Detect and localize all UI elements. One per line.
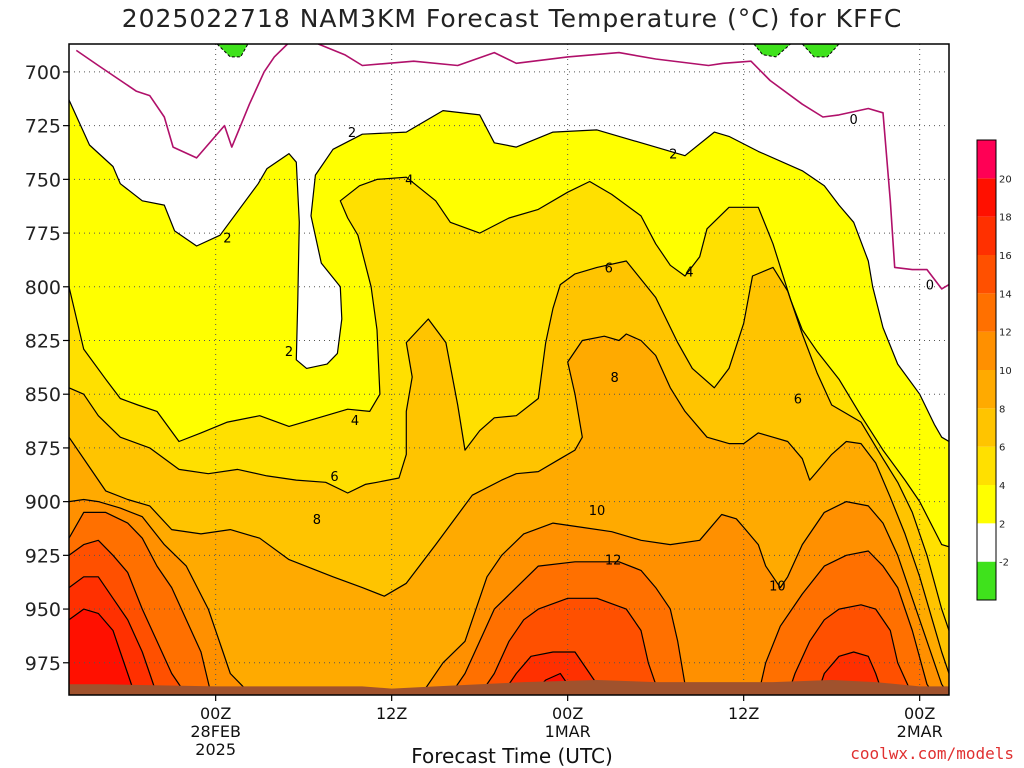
legend-swatch-12 [977,293,996,332]
isotherm-8 [69,333,949,674]
y-tick-label-975: 975 [25,653,61,675]
y-tick-label-900: 900 [25,492,61,514]
credit-link[interactable]: coolwx.com/models [850,744,1014,763]
contour-label-8: 4 [685,266,693,281]
contour-label-5: 2 [223,231,231,246]
contour-label-2: 0 [926,279,934,294]
y-tick-label-875: 875 [25,438,61,460]
y-tick-label-950: 950 [25,599,61,621]
y-axis: 700 725 750 775 800 825 850 875 900 925 950 975 [25,62,69,675]
x-tick-label-48-0: 00Z [904,704,935,723]
legend-border [976,139,997,601]
contour-label-12: 6 [794,393,802,408]
contour-labels: 0 0 2 2 2 2 4 4 4 6 6 6 8 8 10 10 12 [223,113,934,594]
contour-label-4: 2 [669,148,677,163]
isotherm-16 [69,576,884,695]
isotherm-0 [75,44,289,159]
x-tick-label-24-1: 1MAR [545,722,591,741]
terrain [69,680,949,695]
fill-band-16 [69,576,883,695]
legend-swatch--2 [977,523,996,562]
plot-frame [68,43,950,696]
grid [69,44,949,695]
chart-title: 2025022718 NAM3KM Forecast Temperature (… [121,4,903,33]
legend-label-12: 12 [999,328,1012,339]
legend-label-8: 8 [999,404,1005,415]
contour-label-16: 10 [769,579,786,594]
isotherm-4 [69,176,949,548]
legend-swatch--4 [977,561,996,600]
plot-border [68,43,950,696]
legend-swatch-2 [977,485,996,524]
isotherm-18 [69,608,576,695]
legend-swatch-16 [977,216,996,255]
isotherm-lines [69,44,949,695]
contour-label-17: 12 [605,554,622,569]
contour-label-1: 0 [850,113,858,128]
legend-label-16: 16 [999,251,1012,262]
legend-swatch-10 [977,331,996,370]
y-tick-label-775: 775 [25,223,61,245]
legend-label-6: 6 [999,443,1005,454]
legend-swatch-6 [977,408,996,447]
isotherm-2 [69,99,949,443]
contour-label-6: 2 [285,345,293,360]
y-tick-label-800: 800 [25,277,61,299]
contour-label-3: 2 [348,126,356,141]
y-tick-label-700: 700 [25,62,61,84]
contour-label-7: 4 [405,173,413,188]
isotherm-12 [69,511,935,695]
x-tick-label-0-2: 2025 [195,740,236,759]
terrain-fill [69,680,949,695]
legend-label--2: -2 [999,558,1009,569]
legend-swatch-18 [977,178,996,217]
legend-swatch-8 [977,370,996,409]
legend-label-2: 2 [999,519,1005,530]
legend-label-4: 4 [999,481,1005,492]
x-tick-label-36-0: 12Z [728,704,759,723]
isotherm-10 [69,498,949,695]
fill-band-12 [69,512,935,695]
legend-swatch-20 [977,140,996,179]
isotherm-0-segment [317,44,949,290]
legend-swatch-4 [977,446,996,485]
x-tick-label-12-0: 12Z [376,704,407,723]
y-tick-label-825: 825 [25,330,61,352]
legend-label-14: 14 [999,289,1012,300]
legend-label-10: 10 [999,366,1012,377]
contour-label-10: 6 [605,261,613,276]
contour-label-15: 10 [589,504,606,519]
isotherm-6 [69,260,949,631]
temperature-fill [69,44,949,695]
y-tick-label-725: 725 [25,116,61,138]
x-tick-label-24-0: 00Z [552,704,583,723]
y-tick-label-850: 850 [25,384,61,406]
below-freezing-region-3 [801,44,840,58]
contour-label-9: 4 [351,414,359,429]
x-axis-title: Forecast Time (UTC) [411,744,613,768]
contour-label-13: 8 [610,371,618,386]
isotherm-14 [69,539,913,695]
legend-swatch-14 [977,255,996,294]
x-tick-label-0-0: 00Z [200,704,231,723]
legend-label-18: 18 [999,213,1012,224]
contour-label-11: 6 [330,470,338,485]
color-legend: -2 2 4 6 8 10 12 14 16 18 20 [976,139,1012,601]
x-tick-label-48-1: 2MAR [897,722,943,741]
below-freezing-region-2 [753,44,792,58]
legend-label-20: 20 [999,174,1012,185]
contour-label-14: 8 [313,513,321,528]
below-freezing-region-1 [216,44,249,58]
y-tick-label-750: 750 [25,169,61,191]
y-tick-label-925: 925 [25,545,61,567]
x-tick-label-0-1: 28FEB [190,722,241,741]
